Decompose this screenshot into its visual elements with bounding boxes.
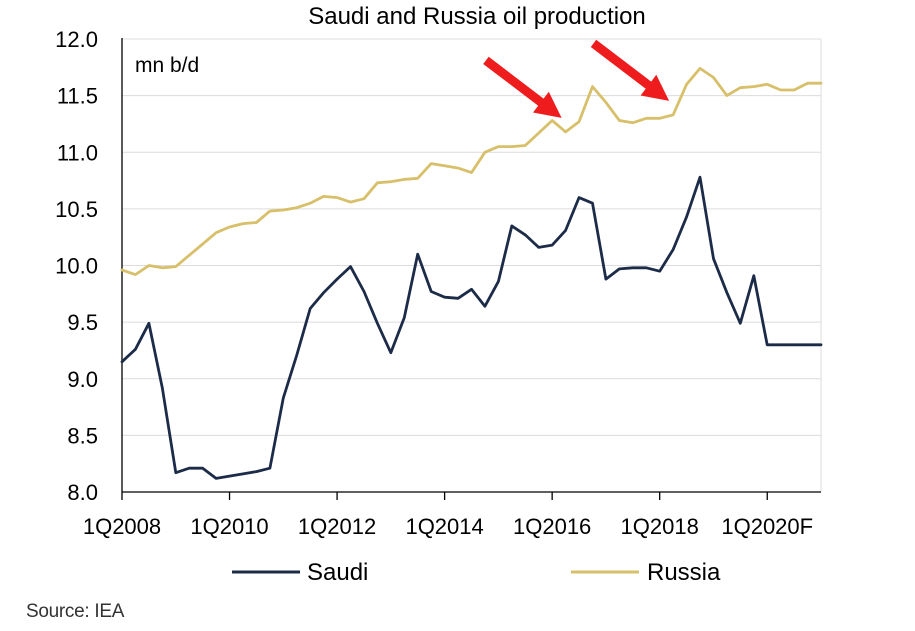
x-tick-label: 1Q2016 [513, 514, 591, 539]
annotation-arrow-2 [590, 39, 670, 101]
legend-label-russia: Russia [647, 559, 721, 586]
annotation-arrows [483, 39, 670, 118]
y-tick-label: 9.5 [67, 310, 98, 335]
y-tick-label: 11.5 [57, 84, 98, 109]
chart-title: Saudi and Russia oil production [308, 3, 646, 30]
y-tick-label: 10.0 [55, 254, 98, 279]
series-line-russia [120, 67, 823, 277]
x-axis: 1Q2008 1Q2010 1Q2012 1Q2014 1Q2016 1Q2018 1Q20… [83, 38, 821, 539]
y-tick-label: 8.5 [67, 423, 98, 448]
annotation-arrow-1 [483, 56, 562, 118]
legend: Saudi Russia [232, 559, 721, 586]
y-tick-label: 8.0 [67, 480, 98, 505]
x-tick-label: 1Q2018 [621, 514, 699, 539]
x-tick-label: 1Q2012 [298, 514, 376, 539]
source-note: Source: IEA [26, 601, 125, 622]
y-axis-ticks: 8.0 8.5 9.0 9.5 10.0 10.5 11.0 11.5 12.0 [55, 27, 98, 505]
x-tick-label: 1Q2008 [83, 514, 161, 539]
x-tick-label: 1Q2014 [405, 514, 483, 539]
unit-label: mn b/d [135, 54, 199, 77]
y-tick-label: 9.0 [67, 367, 98, 392]
y-tick-label: 12.0 [55, 27, 98, 52]
y-tick-label: 11.0 [57, 140, 98, 165]
series-lines [120, 67, 823, 480]
series-line-saudi [120, 175, 823, 480]
y-tick-label: 10.5 [55, 197, 98, 222]
x-tick-label: 1Q2020F [721, 514, 813, 539]
gridlines [122, 38, 822, 492]
legend-label-saudi: Saudi [307, 559, 368, 586]
x-tick-label: 1Q2010 [190, 514, 268, 539]
